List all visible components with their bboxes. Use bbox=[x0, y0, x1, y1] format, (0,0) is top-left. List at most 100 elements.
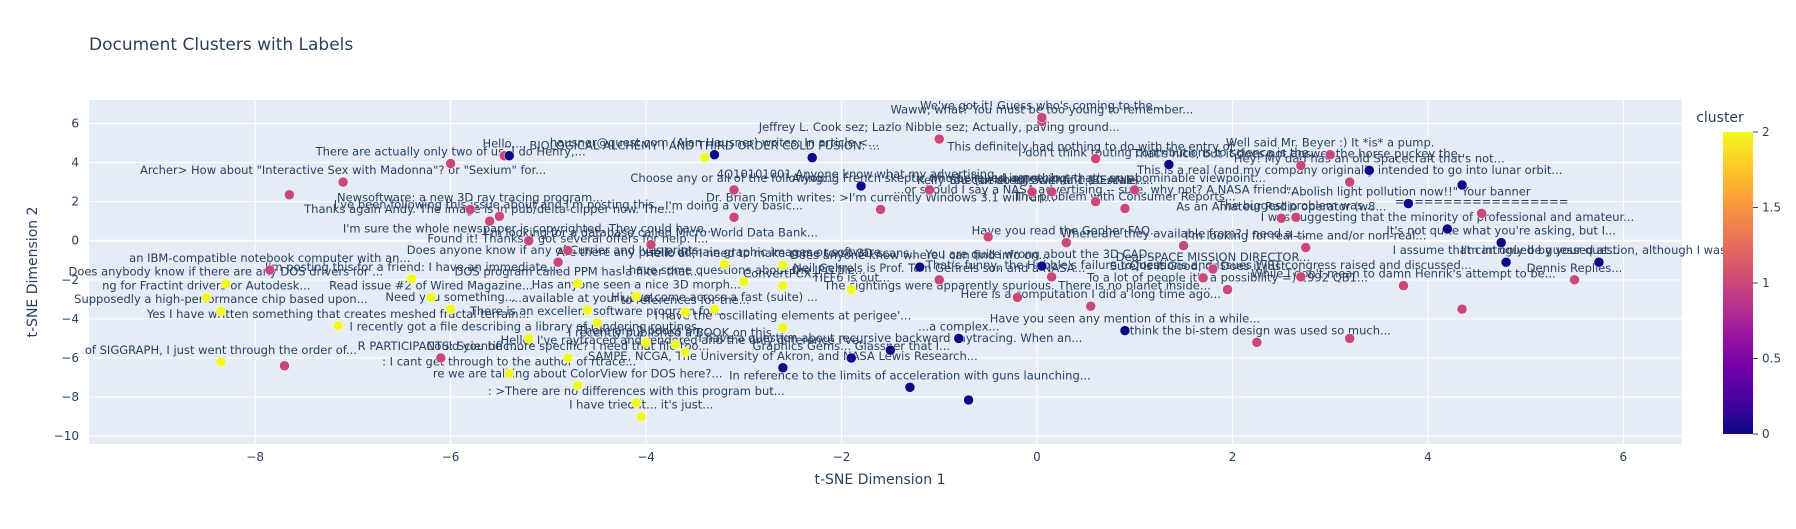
data-point bbox=[777, 322, 789, 333]
point-label: There are actually only two of us. I do … bbox=[315, 145, 586, 159]
point-label: Newsoftware: a new 3D ray tracing progra… bbox=[337, 190, 603, 204]
x-tick-label: 0 bbox=[1033, 450, 1041, 464]
tick-labels: −8 −6 −4 −2 0 2 4 6 −10 −8 −6 −4 −2 0 2 4 6 bbox=[54, 116, 1628, 464]
colorbar-tick-label: 1.5 bbox=[1762, 201, 1781, 215]
colorbar-tick-label: 0 bbox=[1762, 427, 1770, 441]
data-point bbox=[934, 274, 945, 286]
data-point bbox=[924, 184, 935, 196]
data-point bbox=[1290, 212, 1302, 223]
data-point bbox=[1593, 256, 1605, 268]
data-point bbox=[562, 245, 574, 256]
point-label: Does anybody know if there are any DOS d… bbox=[68, 265, 383, 279]
data-point bbox=[1036, 112, 1048, 123]
point-label: Hello all, I need to make some torso 3D … bbox=[645, 246, 920, 260]
data-point bbox=[523, 235, 535, 246]
point-label: Read issue #2 of Wired Magazine... bbox=[329, 278, 533, 292]
point-label: Kelly You can do this with a 1:10 scale.… bbox=[917, 173, 1147, 187]
data-point bbox=[1456, 303, 1468, 315]
data-point bbox=[562, 352, 574, 364]
data-point bbox=[728, 184, 740, 196]
point-label: This definitely had nothing to do with t… bbox=[946, 140, 1243, 154]
point-label: TIFF6 is out... bbox=[812, 271, 890, 285]
point-label: to references for the... bbox=[621, 293, 750, 307]
data-point bbox=[631, 291, 642, 302]
data-points bbox=[201, 112, 1605, 422]
y-axis-label: t-SNE Dimension 2 bbox=[25, 207, 41, 338]
data-point bbox=[332, 320, 344, 331]
data-point bbox=[718, 258, 730, 270]
data-point bbox=[425, 292, 437, 303]
point-label: Neil Gehrels is Prof. Tom Gehrels son an… bbox=[793, 261, 1085, 275]
data-point bbox=[464, 204, 476, 215]
data-point bbox=[679, 346, 691, 358]
point-label: Could you be more specific? I need that … bbox=[426, 339, 709, 353]
data-point bbox=[885, 344, 896, 356]
point-label: 4Q10101001 Anyone know what my advertisi… bbox=[717, 167, 1006, 181]
data-point bbox=[645, 239, 657, 250]
x-axis-label: t-SNE Dimension 1 bbox=[815, 472, 946, 488]
point-label: R PARTICIPANTS: Scientific ... bbox=[358, 339, 524, 353]
point-label: Has anyone seen a nice 3D morph... bbox=[532, 277, 741, 291]
data-point bbox=[1495, 237, 1507, 248]
data-point bbox=[1500, 256, 1512, 268]
data-point bbox=[934, 133, 945, 145]
data-point bbox=[846, 352, 857, 364]
plot-area bbox=[89, 100, 1682, 444]
data-point bbox=[904, 382, 916, 393]
point-label: of SIGGRAPH, I just went through the ord… bbox=[85, 343, 357, 357]
point-label: Supposedly a high-performance chip based… bbox=[74, 292, 368, 306]
point-label: Sure, Is it Good, or Does it just... bbox=[1110, 259, 1297, 273]
point-label: Hi, I've come across a fast (suite) ... bbox=[611, 290, 818, 304]
x-tick-label: 4 bbox=[1424, 450, 1432, 464]
data-point bbox=[635, 411, 647, 422]
data-point bbox=[1207, 263, 1219, 275]
data-point bbox=[503, 368, 515, 379]
point-label: ================== bbox=[1395, 194, 1568, 208]
point-label: That's nice, but it does not answer the … bbox=[1132, 146, 1469, 160]
point-label: It's not quite what you're asking, but I… bbox=[1386, 224, 1616, 238]
point-label: In reference to the limits of accelerati… bbox=[729, 368, 1091, 382]
data-point bbox=[337, 176, 349, 188]
data-point bbox=[435, 352, 447, 364]
x-tick-label: −4 bbox=[637, 450, 655, 464]
point-label: That's funny, the Hubble's failure to fo… bbox=[925, 258, 1178, 272]
chart-title: Document Clusters with Labels bbox=[89, 35, 353, 55]
data-point bbox=[445, 303, 456, 315]
data-point bbox=[1456, 179, 1468, 191]
point-label: ...or should I say a NASA advertising --… bbox=[893, 183, 1297, 197]
point-label: I recently published a BOOK on this... bbox=[568, 325, 783, 339]
data-point bbox=[846, 284, 857, 295]
data-point bbox=[1295, 160, 1307, 171]
data-point bbox=[1300, 242, 1311, 253]
data-point bbox=[582, 304, 593, 316]
point-label: Does anyone know if any of Currier and I… bbox=[407, 243, 710, 257]
x-tick-label: 6 bbox=[1620, 450, 1628, 464]
data-point bbox=[1398, 280, 1409, 291]
point-label: I assume that can only be guessed at... bbox=[1393, 243, 1620, 257]
point-label: Found it! Thanks. I got several offers f… bbox=[427, 232, 708, 246]
data-point bbox=[728, 212, 740, 223]
data-point bbox=[679, 306, 691, 318]
x-tick-label: −8 bbox=[246, 450, 264, 464]
data-point bbox=[1090, 153, 1101, 164]
data-point bbox=[1046, 271, 1057, 283]
y-tick-label: 6 bbox=[71, 116, 79, 130]
data-point bbox=[982, 231, 994, 243]
data-point bbox=[494, 211, 505, 222]
data-point bbox=[914, 261, 925, 273]
colorbar bbox=[1723, 132, 1753, 434]
point-label: BIOLOGICAL ALCHEMY I AND THIRD ORDER COL… bbox=[529, 139, 880, 153]
data-point bbox=[1403, 198, 1414, 209]
data-point bbox=[1090, 196, 1101, 207]
y-tick-label: −4 bbox=[61, 312, 79, 326]
point-label: Hello,... bbox=[482, 137, 526, 151]
y-tick-label: −6 bbox=[61, 351, 79, 365]
data-point bbox=[709, 149, 720, 160]
point-label: I recently got a file describing a libra… bbox=[350, 319, 708, 333]
data-point bbox=[1344, 333, 1355, 344]
point-label: I have some questions about the JPG file… bbox=[622, 263, 866, 277]
point-label: As an Amateur Radio operator (w8... bbox=[1176, 199, 1386, 213]
point-label: ...a complex... bbox=[918, 319, 999, 333]
